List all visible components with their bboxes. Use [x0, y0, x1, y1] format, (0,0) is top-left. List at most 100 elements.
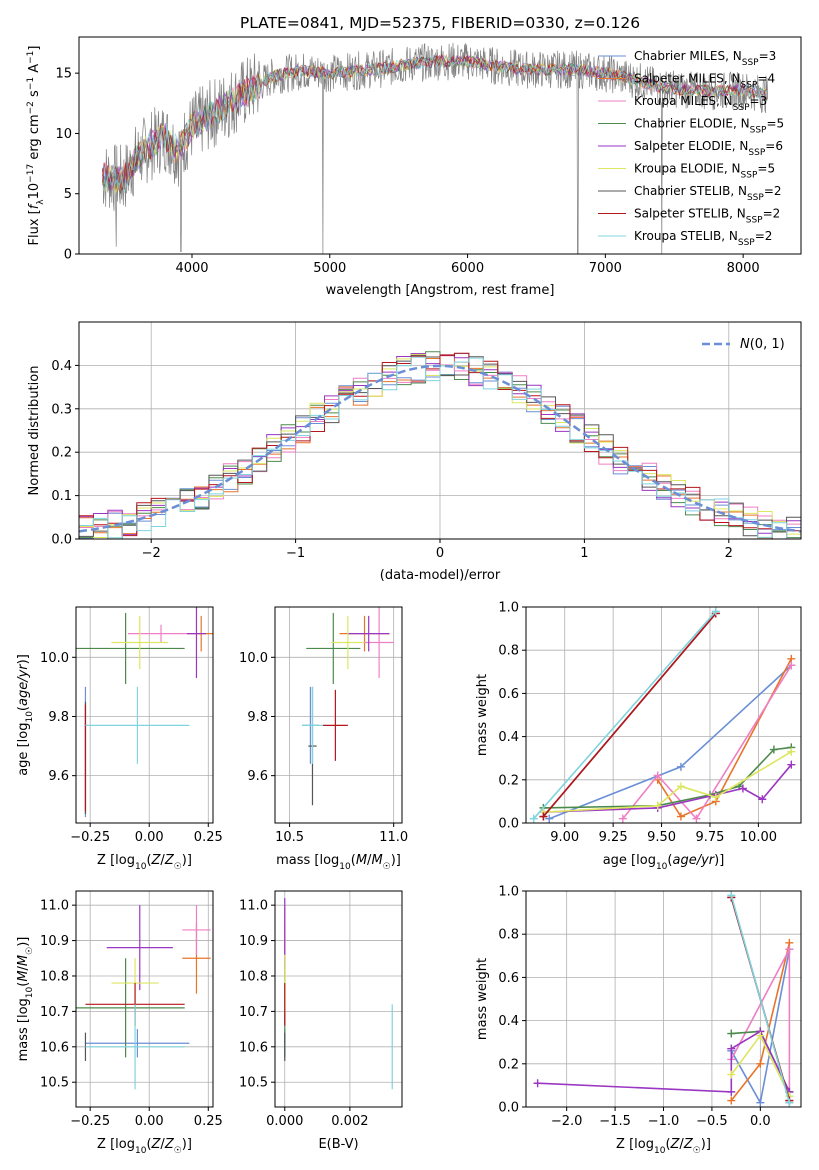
y-tick-label: 0.8	[498, 928, 519, 943]
plot-area	[79, 351, 801, 539]
text-part: Salpeter MILES, N	[634, 72, 741, 86]
text-part: mass [log	[16, 998, 31, 1061]
text-part: /	[679, 1137, 684, 1152]
legend: N(0, 1)	[702, 337, 785, 352]
text-part: )]	[16, 654, 31, 664]
text-part: SSP	[746, 216, 763, 226]
axes-frame	[75, 606, 214, 824]
weight-marker	[533, 1079, 542, 1088]
weight-marker	[692, 814, 701, 823]
text-part: =5	[766, 117, 784, 131]
text-part: SSP	[747, 193, 764, 203]
text-part: −17	[26, 164, 36, 183]
text-part: Flux [	[27, 209, 42, 245]
y-tick-label: 0.0	[498, 1101, 519, 1116]
x-axis-label: wavelength [Angstrom, rest frame]	[326, 283, 555, 298]
weight-marker	[727, 1044, 736, 1053]
text-part: Kroupa MILES, N	[634, 94, 733, 108]
plot-area	[529, 607, 796, 823]
legend-label: Kroupa MILES, NSSP=3	[634, 94, 767, 113]
weight-marker	[711, 793, 720, 802]
weight-line	[542, 612, 717, 818]
errorbar-point	[76, 612, 185, 684]
axes-frame	[274, 890, 403, 1108]
y-axis-label: mass [log10(M/M☉)]	[16, 937, 35, 1062]
text-part: Z	[670, 1137, 681, 1152]
text-part: s	[27, 90, 42, 101]
x-tick-label: 0.0	[750, 1114, 771, 1129]
text-part: age [log	[16, 723, 31, 776]
x-tick-label: 9.00	[550, 830, 579, 845]
text-part: −2	[26, 101, 36, 114]
x-tick-label: −0.25	[70, 1114, 110, 1129]
text-part: 10	[656, 862, 668, 872]
y-tick-label: 0.1	[51, 489, 72, 504]
plot-area	[76, 905, 211, 1090]
text-part: Z [log	[616, 1137, 654, 1152]
text-part: age [log	[603, 853, 656, 868]
weight-marker	[756, 1059, 765, 1068]
text-part: (	[667, 853, 672, 868]
x-axis-label: Z [log10(Z/Z☉)]	[97, 853, 192, 872]
text-part: N	[740, 337, 750, 352]
text-part: M	[16, 955, 31, 966]
y-tick-label: 0.3	[51, 402, 72, 417]
legend-label: Salpeter ELODIE, NSSP=6	[634, 139, 783, 158]
y-tick-label: 10.5	[239, 1076, 268, 1091]
text-part: 10	[654, 1146, 666, 1156]
text-part: mass [log	[276, 853, 339, 868]
text-part: Chabrier STELIB, N	[634, 184, 747, 198]
chart-title: PLATE=0841, MJD=52375, FIBERID=0330, z=0…	[240, 14, 640, 32]
weight-line	[543, 746, 792, 809]
weight-marker	[676, 782, 685, 791]
x-tick-label: 0.000	[266, 1114, 303, 1129]
text-part: SSP	[738, 238, 755, 248]
errorbar-point	[364, 607, 394, 679]
y-tick-label: 10.0	[40, 651, 69, 666]
y-tick-label: 0.4	[498, 1014, 519, 1029]
text-part: Kroupa STELIB, N	[634, 229, 738, 243]
y-tick-label: 10.7	[239, 1005, 268, 1020]
weight-marker	[653, 801, 662, 810]
errorbar-point	[106, 905, 173, 991]
errorbar-point	[302, 686, 323, 764]
x-tick-label: 0.25	[194, 1114, 223, 1129]
massweight-vs-Z-panel: −2.0 −1.5 −1.0 −0.5 0.0 0.0 0.2 0.4 0.6 0.8 1.0	[498, 885, 802, 1129]
text-part: 10	[25, 986, 35, 998]
text-part: /	[16, 965, 31, 970]
x-tick-label: 7000	[589, 261, 622, 276]
text-part: Kroupa ELODIE, N	[634, 162, 741, 176]
text-part: Chabrier MILES, N	[634, 49, 742, 63]
text-part: )]	[16, 937, 31, 947]
text-part: Z	[151, 1137, 162, 1152]
text-part: SSP	[748, 148, 765, 158]
y-tick-label: 0.2	[51, 446, 72, 461]
y-tick-label: 0.4	[51, 359, 72, 374]
text-part: Z	[683, 1137, 694, 1152]
weight-line	[533, 610, 717, 820]
model-spectrum-line	[102, 53, 768, 191]
x-tick-label: 5000	[313, 261, 346, 276]
text-part: Z [log	[97, 1137, 135, 1152]
text-part: 10	[25, 711, 35, 723]
x-tick-label: 0	[436, 546, 444, 561]
plot-area	[102, 42, 769, 254]
text-part: −1	[26, 51, 36, 64]
legend-label: Kroupa ELODIE, NSSP=5	[634, 162, 775, 181]
text-part: SSP	[750, 126, 767, 136]
x-tick-label: 4000	[175, 261, 208, 276]
text-part: ☉	[174, 1146, 182, 1156]
errorbar-point	[111, 615, 169, 670]
x-tick-label: 11.0	[379, 830, 408, 845]
text-part: (	[146, 853, 151, 868]
axes-frame	[75, 890, 214, 1108]
y-axis-label: Normed distribution	[27, 366, 42, 496]
y-tick-label: 0.2	[498, 773, 519, 788]
weight-marker	[727, 1070, 736, 1079]
text-part: age/yr	[16, 663, 31, 706]
text-part: /	[160, 853, 165, 868]
y-tick-label: 9.8	[48, 710, 69, 725]
axes-frame	[274, 606, 403, 824]
normal-curve	[79, 364, 801, 533]
